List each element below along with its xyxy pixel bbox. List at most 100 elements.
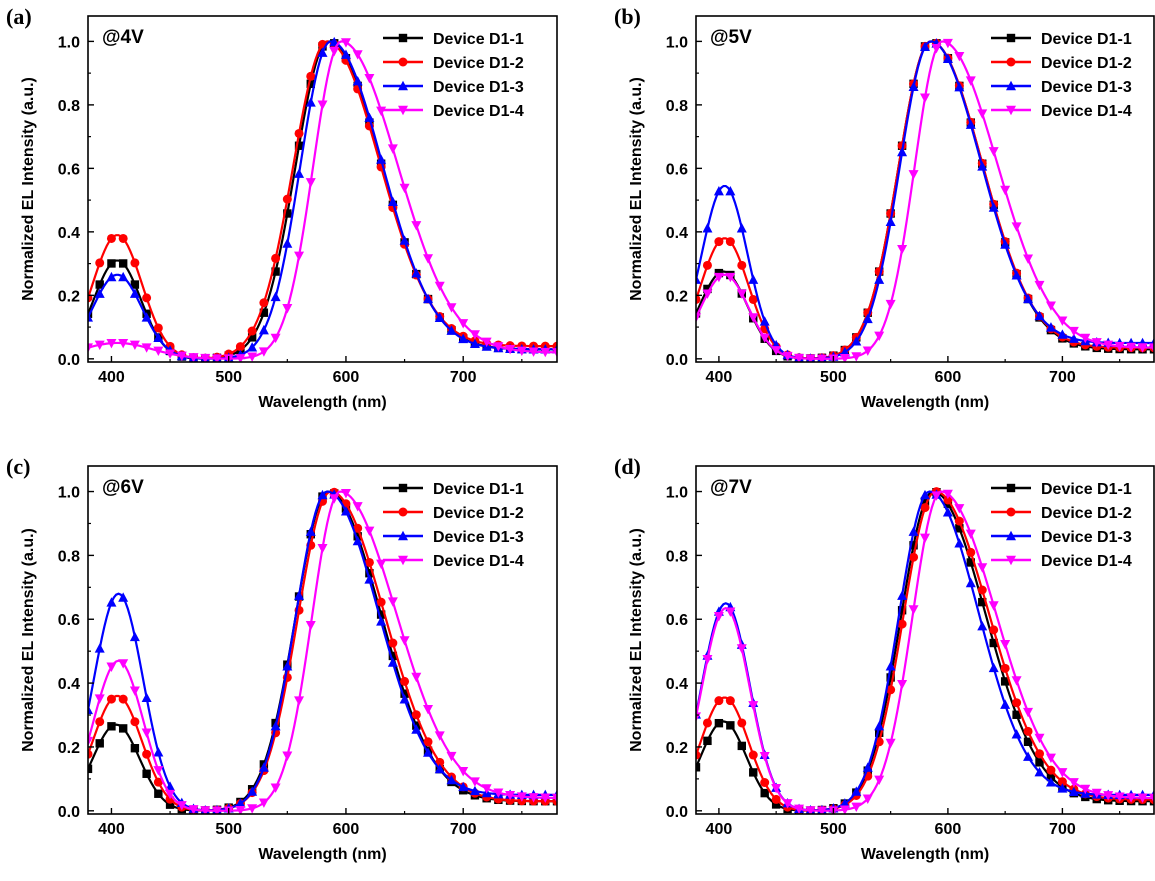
data-point — [352, 50, 363, 60]
data-point — [376, 559, 387, 570]
x-tick-label: 500 — [820, 821, 847, 838]
data-point — [305, 178, 316, 188]
data-point — [1137, 793, 1148, 803]
data-point — [1000, 185, 1011, 196]
data-point — [955, 524, 964, 533]
data-point — [737, 718, 747, 728]
data-point — [920, 497, 930, 506]
data-point — [696, 313, 701, 323]
data-point — [1149, 793, 1154, 804]
data-point — [954, 516, 964, 526]
data-point — [411, 672, 422, 683]
x-tick-label: 700 — [1049, 821, 1076, 838]
data-point — [851, 336, 862, 346]
data-point — [282, 238, 293, 248]
data-point — [423, 747, 434, 757]
data-point — [118, 338, 129, 349]
data-point — [94, 288, 105, 298]
data-point — [1034, 280, 1045, 291]
data-point — [713, 185, 724, 196]
data-point — [352, 75, 363, 86]
data-point — [816, 354, 827, 362]
data-point — [1103, 791, 1114, 801]
data-point — [458, 766, 469, 777]
data-point — [376, 597, 386, 607]
chart-panel: (b) 400 500 600 700 0.0 0.2 0.4 0.6 0.8 1.0 Wavelen… — [614, 4, 1155, 411]
y-axis-title: Normalized EL Intensity (a.u.) — [20, 77, 37, 301]
data-point — [1011, 222, 1022, 232]
data-point — [748, 701, 759, 711]
y-tick-label: 0.2 — [58, 740, 80, 757]
y-tick-label: 0.4 — [58, 676, 80, 693]
data-point — [88, 736, 93, 747]
data-point — [1068, 333, 1079, 343]
x-tick-label: 700 — [450, 369, 477, 386]
plot-area — [88, 487, 557, 814]
data-point — [188, 353, 199, 362]
data-point — [387, 597, 398, 607]
data-point — [106, 694, 116, 704]
data-point — [908, 605, 919, 615]
data-point — [1006, 507, 1016, 517]
data-point — [398, 507, 408, 517]
y-axis-title: Normalized EL Intensity (a.u.) — [628, 528, 645, 752]
data-point — [259, 298, 269, 308]
data-point — [399, 636, 410, 646]
data-point — [908, 526, 919, 536]
y-tick-label: 0.4 — [666, 225, 688, 242]
data-point — [188, 805, 199, 814]
data-point — [989, 625, 999, 635]
legend-label: Device D1-1 — [433, 481, 524, 498]
data-point — [364, 526, 375, 537]
x-tick-label: 400 — [706, 821, 733, 838]
data-point — [920, 533, 930, 544]
data-point — [398, 530, 408, 541]
data-point — [283, 209, 292, 218]
data-point — [200, 353, 211, 362]
data-point — [713, 611, 724, 622]
data-point — [259, 308, 269, 317]
legend-label: Device D1-4 — [433, 553, 524, 570]
legend: Device D1-1 Device D1-2 Device D1-3 Device … — [383, 481, 524, 570]
x-tick-label: 500 — [215, 369, 242, 386]
data-point — [423, 254, 434, 264]
data-point — [1023, 707, 1034, 718]
data-point — [1000, 677, 1010, 686]
y-tick-label: 0.2 — [666, 740, 688, 757]
data-point — [1114, 342, 1125, 352]
chart-panel: (a) 400 500 600 700 0.0 0.2 0.4 0.6 0.8 1.0 Wavelen… — [6, 4, 558, 411]
data-point — [760, 788, 769, 798]
data-point — [95, 258, 105, 268]
data-point — [106, 597, 117, 607]
data-point — [805, 354, 816, 362]
data-point — [153, 346, 164, 356]
data-point — [771, 794, 781, 804]
data-point — [988, 202, 999, 212]
legend-label: Device D1-4 — [433, 103, 524, 120]
data-point — [909, 541, 918, 550]
data-point — [771, 784, 782, 794]
data-point — [211, 354, 222, 362]
data-point — [760, 778, 770, 788]
data-point — [247, 786, 258, 796]
data-point — [713, 272, 724, 283]
data-point — [920, 93, 930, 103]
data-point — [954, 51, 965, 62]
data-point — [931, 491, 942, 501]
data-point — [1126, 342, 1137, 353]
data-point — [725, 185, 736, 196]
data-point — [423, 737, 433, 747]
data-point — [505, 344, 516, 355]
data-point — [851, 786, 862, 796]
data-point — [317, 489, 328, 500]
data-point — [458, 333, 469, 344]
data-point — [141, 728, 152, 738]
data-point — [94, 340, 105, 351]
data-point — [130, 280, 140, 289]
data-point — [88, 749, 93, 759]
data-point — [294, 141, 304, 150]
legend-label: Device D1-4 — [1041, 103, 1132, 120]
data-point — [130, 717, 140, 727]
x-tick-label: 600 — [935, 821, 962, 838]
